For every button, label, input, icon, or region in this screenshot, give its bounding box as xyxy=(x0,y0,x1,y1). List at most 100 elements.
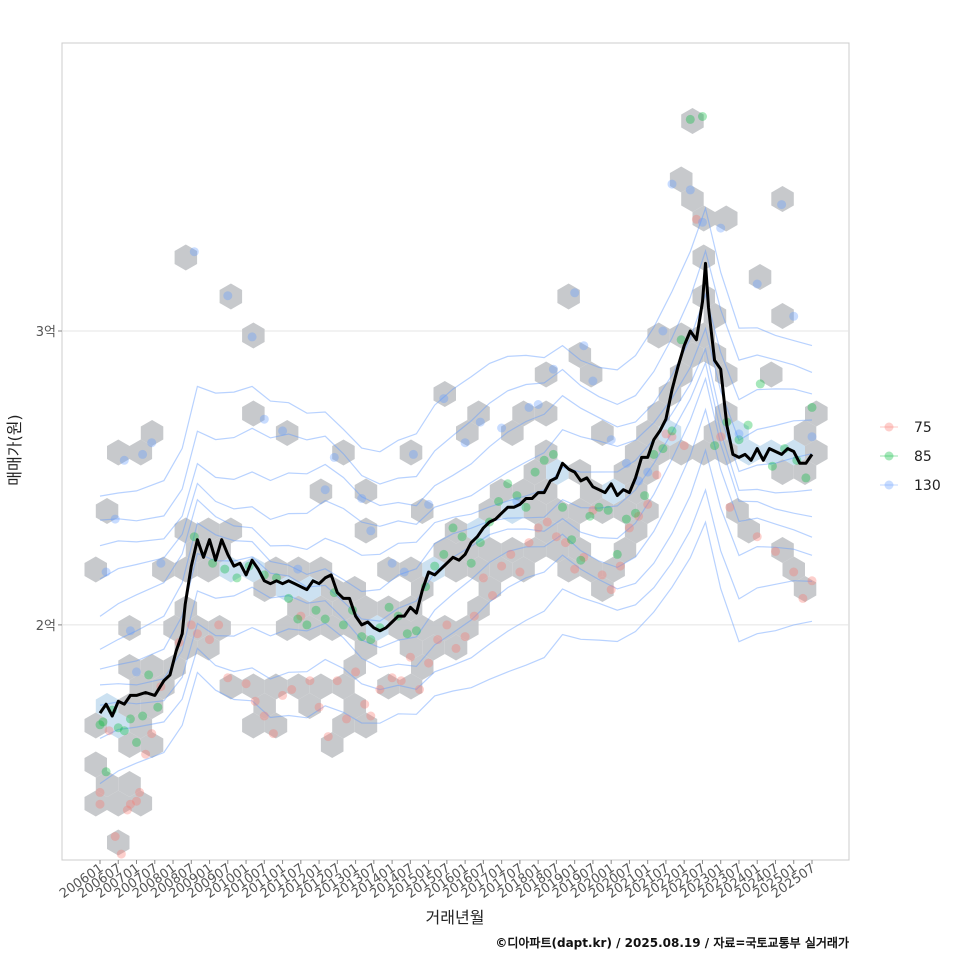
hex-bin xyxy=(456,420,479,446)
hex-bin xyxy=(681,186,704,212)
hex-bin xyxy=(118,732,141,758)
hex-bin xyxy=(118,693,141,719)
hex-bin xyxy=(523,459,547,485)
hex-bin xyxy=(546,537,569,563)
point-85 xyxy=(767,461,777,471)
point-85 xyxy=(338,620,348,630)
hex-bin xyxy=(185,615,209,641)
y-axis: 2억 3억 xyxy=(36,325,62,634)
point-75 xyxy=(141,749,151,759)
hex-bin xyxy=(433,537,456,563)
point-85 xyxy=(539,455,549,465)
hex-bin xyxy=(84,712,107,739)
point-75 xyxy=(186,620,196,630)
hex-bin xyxy=(748,264,772,290)
hex-bin xyxy=(309,673,333,700)
hex-bin xyxy=(219,673,243,700)
point-75 xyxy=(561,538,570,548)
point-75 xyxy=(606,585,616,595)
hex-bin xyxy=(512,556,535,583)
x-axis-title: 거래년월 xyxy=(426,908,485,927)
point-75 xyxy=(424,658,434,668)
hex-bin xyxy=(557,517,580,544)
hex-bin xyxy=(253,693,276,719)
point-75 xyxy=(752,532,762,542)
point-85 xyxy=(558,502,567,512)
hex-bin xyxy=(478,576,502,602)
point-75 xyxy=(570,564,580,574)
point-75 xyxy=(250,696,260,706)
point-85 xyxy=(284,593,294,603)
hex-bin xyxy=(411,498,434,524)
point-85 xyxy=(685,114,695,124)
hex-bin xyxy=(591,576,614,602)
point-85 xyxy=(567,535,577,545)
point-130 xyxy=(524,402,534,412)
point-130 xyxy=(588,376,598,386)
hex-bin xyxy=(456,615,479,641)
point-75 xyxy=(305,676,315,686)
hex-bin xyxy=(636,459,659,485)
hex-bin xyxy=(512,400,535,427)
hex-bin xyxy=(377,595,400,622)
point-85 xyxy=(232,573,242,583)
density-contour-line xyxy=(99,347,813,617)
point-85 xyxy=(594,502,604,512)
hex-bin xyxy=(669,439,693,466)
point-75 xyxy=(387,673,397,683)
legend-entry-85: 85 xyxy=(880,449,932,465)
point-85 xyxy=(320,614,330,624)
hex-bin xyxy=(501,420,524,446)
point-130 xyxy=(110,514,120,524)
point-85 xyxy=(494,497,504,506)
point-75 xyxy=(259,711,269,721)
hex-bin xyxy=(343,576,366,602)
hex-bin xyxy=(95,771,119,797)
legend-label-75: 75 xyxy=(914,420,932,436)
point-130 xyxy=(189,247,199,257)
point-75 xyxy=(110,832,120,841)
point-130 xyxy=(789,311,799,321)
hex-bin xyxy=(624,478,648,505)
hex-bin xyxy=(287,556,310,583)
legend-label-85: 85 xyxy=(914,449,932,465)
point-75 xyxy=(95,799,105,809)
point-75 xyxy=(192,629,202,639)
point-130 xyxy=(156,558,166,568)
hex-bin xyxy=(793,459,817,485)
median-price-line xyxy=(98,261,814,718)
hex-bin xyxy=(489,556,513,583)
hex-bin xyxy=(591,420,614,446)
hex-bin xyxy=(129,439,153,466)
hex-bin xyxy=(613,537,637,563)
point-130 xyxy=(387,558,397,568)
hex-bin xyxy=(681,342,704,368)
point-75 xyxy=(314,702,324,712)
point-75 xyxy=(205,635,214,645)
point-75 xyxy=(551,532,561,542)
point-75 xyxy=(360,699,370,709)
point-75 xyxy=(132,796,141,806)
point-85 xyxy=(119,726,129,736)
point-130 xyxy=(408,449,418,459)
point-75 xyxy=(405,652,415,662)
point-85 xyxy=(366,635,376,645)
point-130 xyxy=(138,449,148,459)
point-75 xyxy=(214,620,224,630)
point-75 xyxy=(634,511,644,521)
density-contour-line xyxy=(99,292,813,547)
hex-bin xyxy=(343,654,366,680)
hex-bin xyxy=(219,556,243,583)
point-85 xyxy=(95,720,105,730)
hex-bin xyxy=(275,615,299,641)
hex-bin xyxy=(760,361,783,388)
hex-bin xyxy=(793,420,817,446)
point-130 xyxy=(807,432,817,442)
hex-bin xyxy=(534,361,558,388)
point-75 xyxy=(332,676,342,686)
point-130 xyxy=(223,291,233,301)
point-85 xyxy=(311,605,321,615)
hex-bin xyxy=(399,439,423,466)
point-130 xyxy=(460,438,470,448)
hex-bin xyxy=(140,693,164,719)
